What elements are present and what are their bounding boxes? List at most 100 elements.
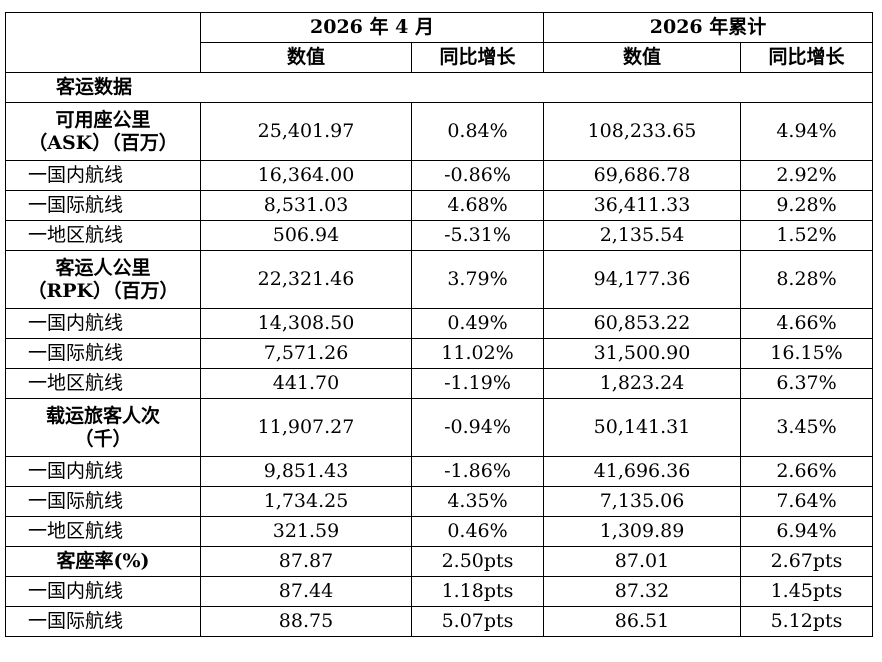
metric-label-passengers: 载运旅客人次 （千） <box>5 398 201 457</box>
cell-month-value: 25,401.97 <box>200 102 412 161</box>
cell-month-yoy: -1.86% <box>411 456 544 487</box>
cell-ytd-value: 108,233.65 <box>543 102 741 161</box>
cell-ytd-value: 41,696.36 <box>543 456 741 487</box>
cell-ytd-value: 86.51 <box>543 606 741 637</box>
cell-month-yoy: 2.50pts <box>411 546 544 577</box>
cell-month-yoy: 5.07pts <box>411 606 544 637</box>
metric-label-line2: （ASK）（百万） <box>28 131 178 154</box>
cell-ytd-yoy: 2.66% <box>740 456 873 487</box>
cell-ytd-yoy: 16.15% <box>740 338 873 369</box>
header-row-periods: 2026 年 4 月 2026 年累计 <box>5 12 873 73</box>
cell-month-yoy: -0.86% <box>411 160 544 191</box>
cell-ytd-value: 69,686.78 <box>543 160 741 191</box>
sub-row: 一地区航线 321.59 0.46% 1,309.89 6.94% <box>5 516 873 547</box>
cell-month-value: 87.44 <box>200 576 412 607</box>
cell-month-value: 9,851.43 <box>200 456 412 487</box>
cell-ytd-yoy: 7.64% <box>740 486 873 517</box>
cell-month-value: 8,531.03 <box>200 190 412 221</box>
cell-ytd-yoy: 4.94% <box>740 102 873 161</box>
sub-row: 一国内航线 16,364.00 -0.86% 69,686.78 2.92% <box>5 160 873 191</box>
cell-month-yoy: 0.46% <box>411 516 544 547</box>
cell-month-yoy: -5.31% <box>411 220 544 251</box>
sub-row: 一地区航线 506.94 -5.31% 2,135.54 1.52% <box>5 220 873 251</box>
cell-month-value: 321.59 <box>200 516 412 547</box>
passenger-traffic-table: 2026 年 4 月 2026 年累计 数值 同比增长 数值 同比增长 客运数据… <box>5 12 873 637</box>
metric-row-load-factor: 客座率(%) 87.87 2.50pts 87.01 2.67pts <box>5 546 873 577</box>
section-row: 客运数据 <box>5 72 873 103</box>
metric-label-line2: （千） <box>74 427 132 450</box>
sub-row-label: 一国内航线 <box>5 160 201 191</box>
cell-ytd-value: 31,500.90 <box>543 338 741 369</box>
metric-row-rpk: 客运人公里 （RPK）（百万） 22,321.46 3.79% 94,177.3… <box>5 250 873 309</box>
metric-label-line2: （RPK）（百万） <box>27 279 179 302</box>
cell-ytd-value: 50,141.31 <box>543 398 741 457</box>
metric-label-line1: 可用座公里 <box>55 108 151 131</box>
cell-month-value: 11,907.27 <box>200 398 412 457</box>
sub-row-label: 一国际航线 <box>5 486 201 517</box>
cell-ytd-value: 7,135.06 <box>543 486 741 517</box>
header-month-value: 数值 <box>200 42 412 73</box>
cell-ytd-value: 60,853.22 <box>543 308 741 339</box>
header-ytd-value: 数值 <box>543 42 741 73</box>
cell-month-value: 87.87 <box>200 546 412 577</box>
metric-label-line1: 载运旅客人次 <box>45 404 160 427</box>
cell-ytd-yoy: 5.12pts <box>740 606 873 637</box>
cell-ytd-yoy: 2.92% <box>740 160 873 191</box>
cell-ytd-yoy: 3.45% <box>740 398 873 457</box>
sub-row: 一国内航线 87.44 1.18pts 87.32 1.45pts <box>5 576 873 607</box>
cell-month-value: 1,734.25 <box>200 486 412 517</box>
sub-row-label: 一地区航线 <box>5 368 201 399</box>
metric-row-ask: 可用座公里 （ASK）（百万） 25,401.97 0.84% 108,233.… <box>5 102 873 161</box>
header-period-month: 2026 年 4 月 <box>200 12 544 43</box>
cell-ytd-yoy: 1.45pts <box>740 576 873 607</box>
metric-row-passengers: 载运旅客人次 （千） 11,907.27 -0.94% 50,141.31 3.… <box>5 398 873 457</box>
sub-row-label: 一国内航线 <box>5 456 201 487</box>
sub-row-label: 一地区航线 <box>5 220 201 251</box>
cell-month-value: 506.94 <box>200 220 412 251</box>
sub-row-label: 一国际航线 <box>5 338 201 369</box>
cell-month-yoy: 1.18pts <box>411 576 544 607</box>
cell-ytd-value: 36,411.33 <box>543 190 741 221</box>
metric-label-rpk: 客运人公里 （RPK）（百万） <box>5 250 201 309</box>
sub-row-label: 一国际航线 <box>5 190 201 221</box>
sub-row-label: 一国际航线 <box>5 606 201 637</box>
cell-ytd-yoy: 4.66% <box>740 308 873 339</box>
cell-month-yoy: -1.19% <box>411 368 544 399</box>
cell-month-value: 22,321.46 <box>200 250 412 309</box>
cell-ytd-yoy: 6.94% <box>740 516 873 547</box>
cell-ytd-yoy: 8.28% <box>740 250 873 309</box>
cell-month-value: 7,571.26 <box>200 338 412 369</box>
section-title: 客运数据 <box>5 72 873 103</box>
sub-row: 一国际航线 88.75 5.07pts 86.51 5.12pts <box>5 606 873 637</box>
cell-month-value: 14,308.50 <box>200 308 412 339</box>
cell-month-yoy: -0.94% <box>411 398 544 457</box>
cell-month-yoy: 3.79% <box>411 250 544 309</box>
cell-ytd-yoy: 1.52% <box>740 220 873 251</box>
sub-row-label: 一国内航线 <box>5 308 201 339</box>
cell-month-yoy: 0.49% <box>411 308 544 339</box>
cell-ytd-yoy: 9.28% <box>740 190 873 221</box>
cell-ytd-value: 94,177.36 <box>543 250 741 309</box>
header-ytd-yoy: 同比增长 <box>740 42 873 73</box>
cell-ytd-value: 87.01 <box>543 546 741 577</box>
cell-ytd-yoy: 2.67pts <box>740 546 873 577</box>
sub-row: 一国际航线 8,531.03 4.68% 36,411.33 9.28% <box>5 190 873 221</box>
cell-ytd-value: 1,309.89 <box>543 516 741 547</box>
sub-row-label: 一地区航线 <box>5 516 201 547</box>
header-period-ytd: 2026 年累计 <box>543 12 873 43</box>
header-corner-cell <box>5 12 201 73</box>
cell-month-value: 16,364.00 <box>200 160 412 191</box>
metric-label-ask: 可用座公里 （ASK）（百万） <box>5 102 201 161</box>
sub-row: 一国际航线 7,571.26 11.02% 31,500.90 16.15% <box>5 338 873 369</box>
cell-ytd-yoy: 6.37% <box>740 368 873 399</box>
cell-ytd-value: 87.32 <box>543 576 741 607</box>
sub-row: 一地区航线 441.70 -1.19% 1,823.24 6.37% <box>5 368 873 399</box>
cell-month-yoy: 4.35% <box>411 486 544 517</box>
report-table-container: 2026 年 4 月 2026 年累计 数值 同比增长 数值 同比增长 客运数据… <box>5 12 873 637</box>
metric-label-load-factor: 客座率(%) <box>5 546 201 577</box>
cell-ytd-value: 1,823.24 <box>543 368 741 399</box>
cell-month-yoy: 11.02% <box>411 338 544 369</box>
sub-row: 一国际航线 1,734.25 4.35% 7,135.06 7.64% <box>5 486 873 517</box>
cell-month-value: 441.70 <box>200 368 412 399</box>
cell-month-yoy: 4.68% <box>411 190 544 221</box>
